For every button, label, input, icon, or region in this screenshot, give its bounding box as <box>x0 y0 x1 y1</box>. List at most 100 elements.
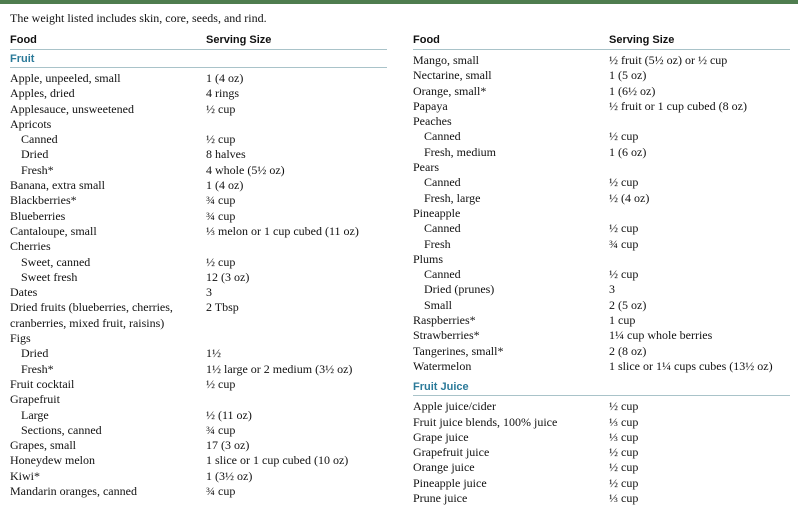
food: Apple juice/cider <box>413 399 496 414</box>
column-header: Serving Size <box>609 34 675 46</box>
food: Applesauce, unsweetened <box>10 101 134 116</box>
serving-size: ½ cup <box>206 376 236 391</box>
serving-size: ¾ cup <box>206 422 236 437</box>
food: Fresh <box>424 236 451 251</box>
food: Canned <box>21 132 58 147</box>
row: Dried 8 halves <box>10 147 387 162</box>
food: Nectarine, small <box>413 68 492 83</box>
row: Blueberries ¾ cup <box>10 209 387 224</box>
serving-size: ¾ cup <box>206 208 236 223</box>
serving-size: ⅓ melon or 1 cup cubed (11 oz) <box>206 223 359 238</box>
food: Mango, small <box>413 53 479 67</box>
section: Mango, small ½ fruit (5½ oz) or ½ cup Nect… <box>413 50 790 374</box>
food: Strawberries* <box>413 328 480 343</box>
row: Dried fruits (blueberries, cherries, cra… <box>10 300 387 331</box>
column: Food Serving Size Mango, small ½ fruit (5½ … <box>413 32 790 506</box>
row: Strawberries* 1¼ cup whole berries <box>413 328 790 343</box>
food: Apples, dried <box>10 86 75 101</box>
row: Mandarin oranges, canned ¾ cup <box>10 484 387 499</box>
food: Blackberries* <box>10 193 77 208</box>
serving-size: ½ cup <box>609 460 639 475</box>
row: Kiwi* 1 (3½ oz) <box>10 469 387 484</box>
row: Honeydew melon 1 slice or 1 cup cubed (10… <box>10 453 387 468</box>
row: Fruit cocktail ½ cup <box>10 377 387 392</box>
serving-size: ⅓ cup <box>609 414 639 429</box>
serving-size: 1 slice or 1¼ cups cubes (13½ oz) <box>609 358 773 373</box>
serving-size: 1 (5 oz) <box>609 68 647 83</box>
serving-size: 3 <box>206 285 212 300</box>
note: The weight listed includes skin, core, s… <box>10 11 267 25</box>
column-header: Serving Size <box>206 34 272 46</box>
food: Pears <box>413 160 439 175</box>
serving-size: 1¼ cup whole berries <box>609 328 713 343</box>
serving-size: 1 (6½ oz) <box>609 83 656 98</box>
food: Dried fruits (blueberries, cherries, cra… <box>10 300 173 330</box>
serving-size: ½ cup <box>609 399 639 414</box>
food: Canned <box>424 221 461 236</box>
food: Grapes, small <box>10 438 76 453</box>
row: Prune juice ⅓ cup <box>413 491 790 506</box>
row: Plums <box>413 252 790 267</box>
serving-size: ½ cup <box>609 221 639 236</box>
food: Blueberries <box>10 208 66 223</box>
serving-size: ¾ cup <box>609 236 639 251</box>
serving-size: 3 <box>609 282 615 297</box>
serving-size: ½ fruit (5½ oz) or ½ cup <box>609 53 728 67</box>
row: Fruit juice blends, 100% juice ⅓ cup <box>413 415 790 430</box>
food: Apple, unpeeled, small <box>10 71 121 85</box>
rows: Apple, unpeeled, small 1 (4 oz) Apples, dr… <box>10 68 387 499</box>
row: Pineapple juice ½ cup <box>413 476 790 491</box>
serving-size: 2 (5 oz) <box>609 297 647 312</box>
food: Canned <box>424 175 461 190</box>
row: Large ½ (11 oz) <box>10 408 387 423</box>
row: Apple juice/cider ½ cup <box>413 399 790 414</box>
row: Cantaloupe, small ⅓ melon or 1 cup cubed … <box>10 224 387 239</box>
food: Sweet, canned <box>21 254 91 269</box>
food: Fruit juice blends, 100% juice <box>413 414 558 429</box>
serving-size: ⅓ cup <box>609 491 639 506</box>
food: Grapefruit <box>10 392 60 407</box>
food: Grapefruit juice <box>413 445 490 460</box>
row: Orange juice ½ cup <box>413 460 790 475</box>
row: Canned ½ cup <box>413 129 790 144</box>
serving-size: 4 whole (5½ oz) <box>206 162 285 177</box>
column: Food Serving Size Fruit Apple, unpeeled, sm… <box>10 32 387 499</box>
food: Sections, canned <box>21 422 102 437</box>
serving-size: ¾ cup <box>206 484 236 499</box>
serving-size: 1 slice or 1 cup cubed (10 oz) <box>206 453 349 468</box>
serving-size: ¾ cup <box>206 193 236 208</box>
serving-size: ½ (11 oz) <box>206 407 252 422</box>
row: Fresh* 1½ large or 2 medium (3½ oz) <box>10 362 387 377</box>
row: Canned ½ cup <box>413 267 790 282</box>
row: Fresh, medium 1 (6 oz) <box>413 145 790 160</box>
serving-size: ½ cup <box>609 445 639 460</box>
serving-size: 17 (3 oz) <box>206 438 250 453</box>
row: Banana, extra small 1 (4 oz) <box>10 178 387 193</box>
serving-size: 4 rings <box>206 86 239 101</box>
food: Prune juice <box>413 491 468 506</box>
row: Dried (prunes) 3 <box>413 282 790 297</box>
row: Papaya ½ fruit or 1 cup cubed (8 oz) <box>413 99 790 114</box>
row: Dates 3 <box>10 285 387 300</box>
serving-size: ½ cup <box>609 175 639 190</box>
row: Mango, small ½ fruit (5½ oz) or ½ cup <box>413 53 790 68</box>
row: Pineapple <box>413 206 790 221</box>
header-row: Food Serving Size <box>413 32 790 50</box>
food: Honeydew melon <box>10 453 95 468</box>
row: Canned ½ cup <box>10 132 387 147</box>
rows: Apple juice/cider ½ cup Fruit juice blends… <box>413 396 790 506</box>
food: Fresh* <box>21 361 54 376</box>
section: Fruit Apple, unpeeled, small 1 (4 oz) Apple… <box>10 50 387 499</box>
row: Applesauce, unsweetened ½ cup <box>10 102 387 117</box>
food: Dates <box>10 285 38 300</box>
serving-size: ½ (4 oz) <box>609 190 650 205</box>
food: Orange, small* <box>413 83 487 98</box>
food: Grape juice <box>413 429 469 444</box>
food: Cherries <box>10 239 51 254</box>
food: Fresh* <box>21 162 54 177</box>
food: Fresh, large <box>424 190 481 205</box>
row: Sweet fresh 12 (3 oz) <box>10 270 387 285</box>
food: Sweet fresh <box>21 269 78 284</box>
serving-size: 1 (6 oz) <box>609 144 647 159</box>
